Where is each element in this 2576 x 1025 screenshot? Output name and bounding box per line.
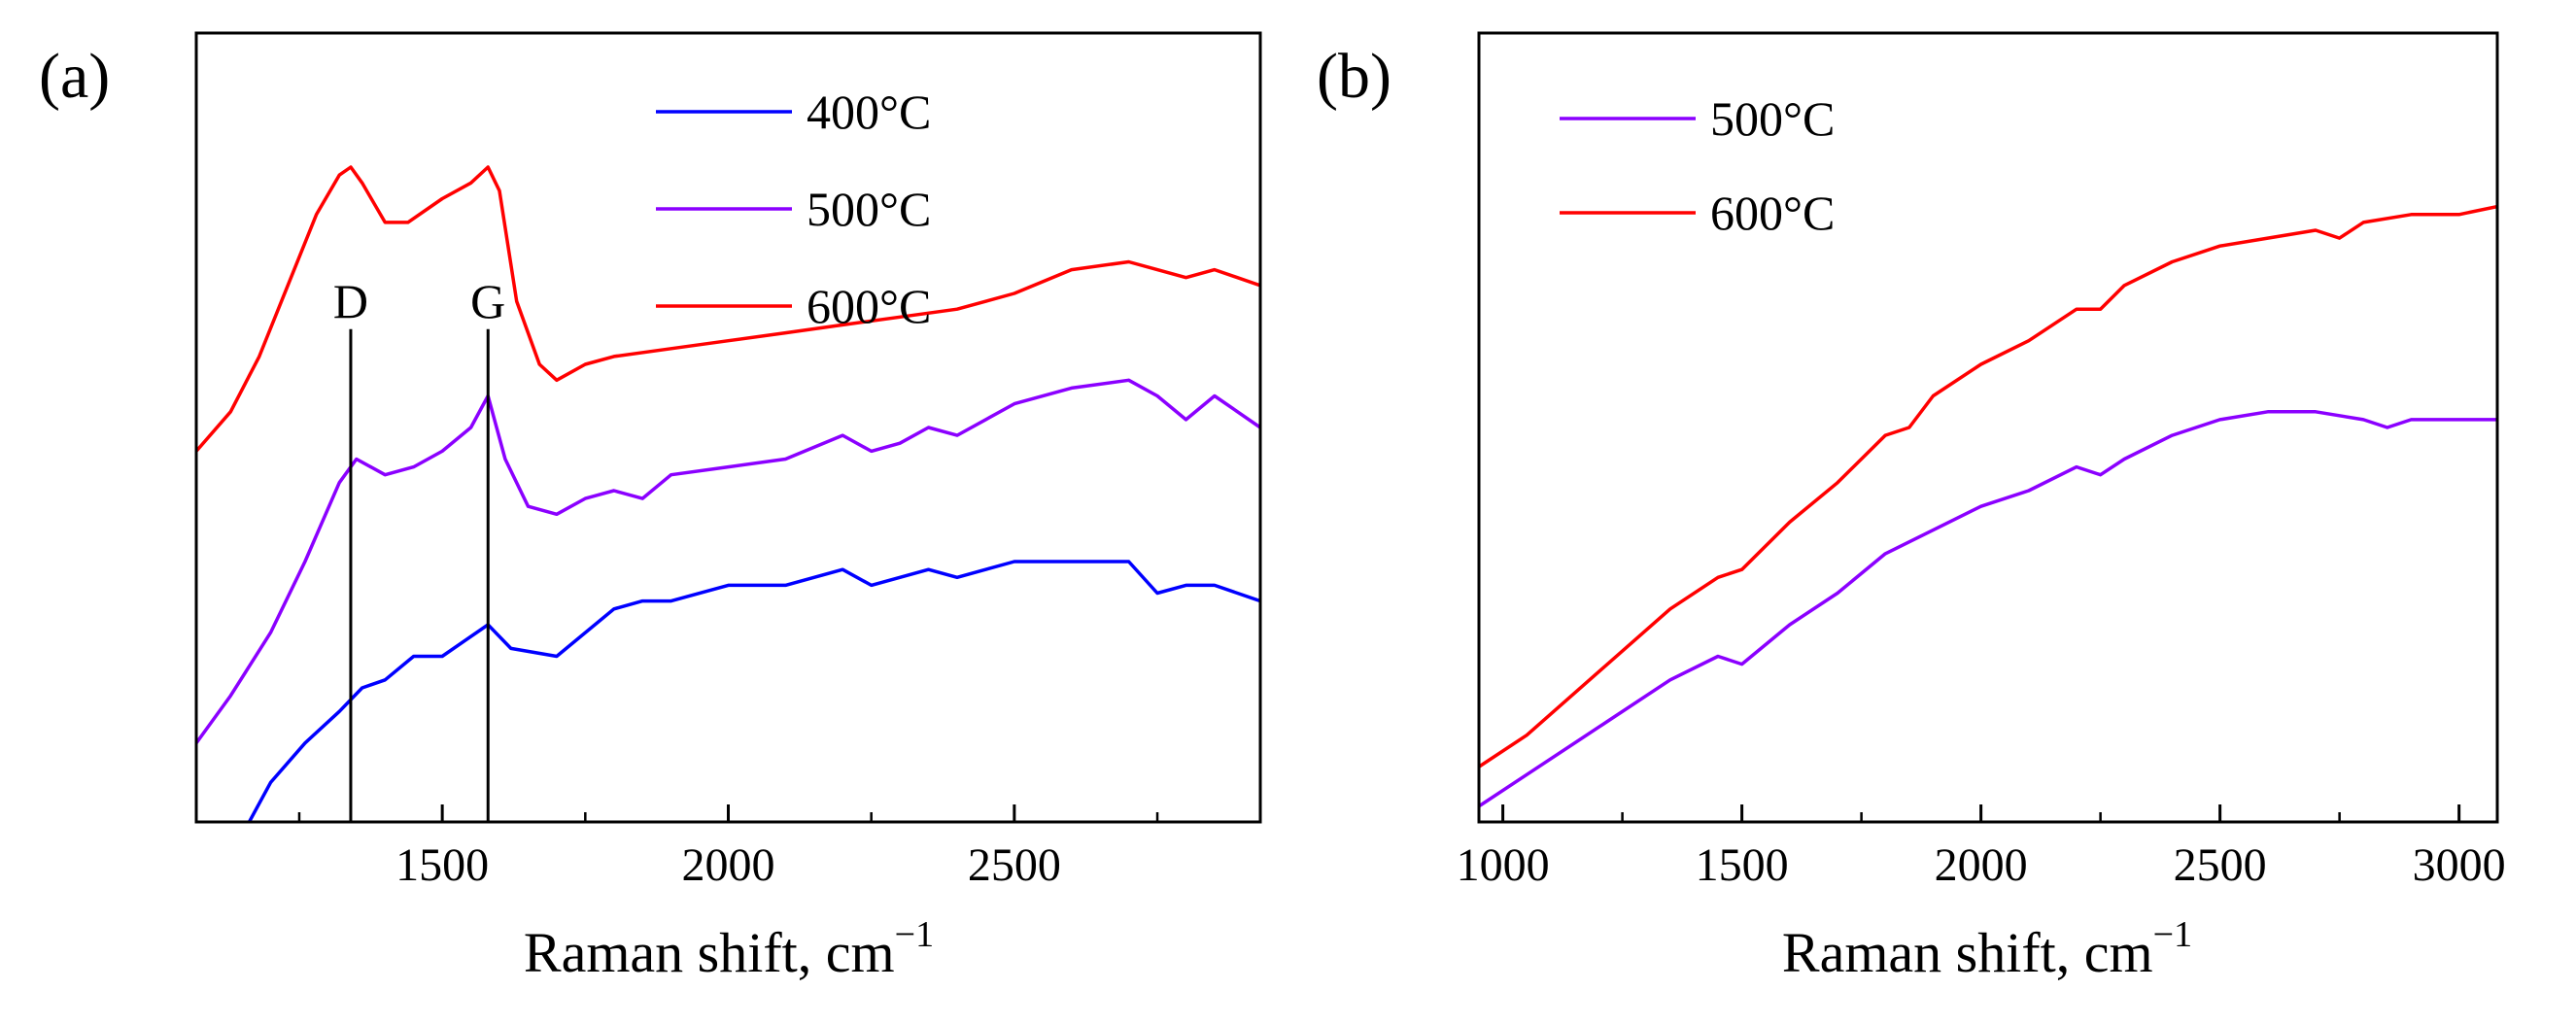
legend-item-600-c: 600°C [1560,186,1835,240]
legend-label: 500°C [1710,91,1835,146]
legend-item-500-c: 500°C [1560,91,1835,146]
panel-b-x-axis-title: Raman shift, cm−1 [1782,914,2192,984]
panel-b-label: (b) [1317,41,1391,112]
x-tick-label: 1000 [1457,839,1550,891]
x-tick-label: 2000 [682,839,775,891]
x-tick-label: 3000 [2413,839,2506,891]
series-line-500-c [196,378,1260,744]
series-line-600-c [196,165,1260,453]
peak-label-g: G [470,274,505,328]
panel-a-legend: 400°C 500°C 600°C [656,85,931,333]
series-line-500-c [1479,410,2497,808]
legend-item-600-c: 600°C [656,279,931,333]
panel-b-legend: 500°C 600°C [1560,91,1835,240]
panel-a-plot-frame [194,31,1262,824]
panel-a-x-ticks: 1500 2000 2500 [297,804,1159,891]
legend-label: 500°C [807,182,931,236]
x-tick-label: 2500 [2174,839,2267,891]
panel-a-series [196,165,1260,822]
x-tick-label: 2500 [968,839,1061,891]
panel-a-label: (a) [39,41,110,112]
x-tick-label: 2000 [1935,839,2028,891]
peak-label-d: D [333,274,368,328]
legend-label: 400°C [807,85,931,139]
legend-label: 600°C [807,279,931,333]
legend-item-400-c: 400°C [656,85,931,139]
series-line-600-c [1479,204,2497,769]
series-line-400-c [247,560,1260,822]
x-tick-label: 1500 [395,839,489,891]
panel-a-x-axis-title: Raman shift, cm−1 [524,914,934,984]
x-tick-label: 1500 [1696,839,1789,891]
panel-b: (b) 1000 1500 2000 2500 3000 500°C 600°C Rama… [1317,31,2506,984]
panel-b-x-ticks: 1000 1500 2000 2500 3000 [1457,804,2506,891]
panel-b-series [1479,204,2497,808]
legend-label: 600°C [1710,186,1835,240]
legend-item-500-c: 500°C [656,182,931,236]
panel-b-plot-frame [1477,31,2499,824]
